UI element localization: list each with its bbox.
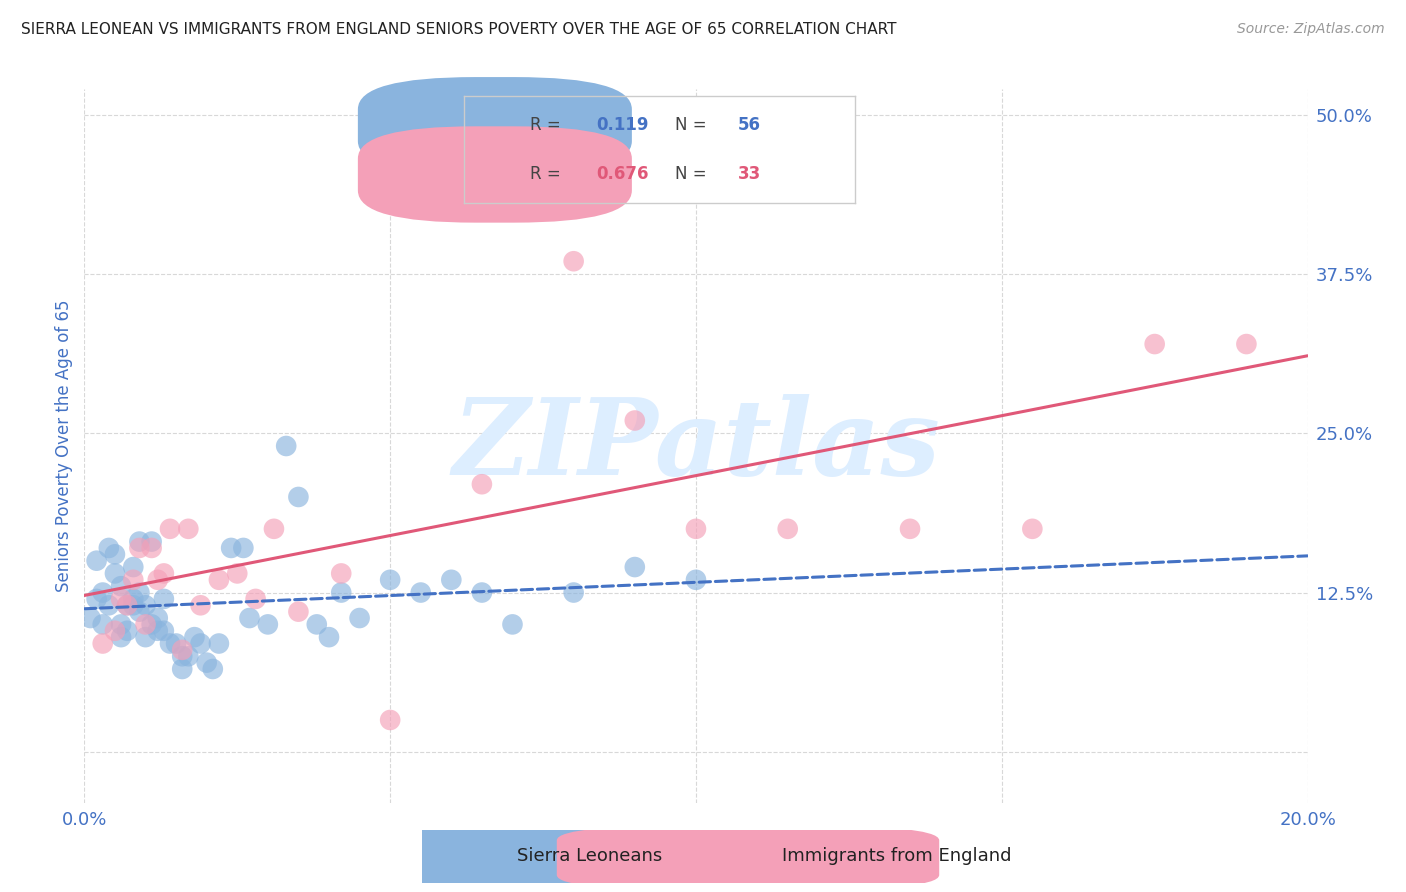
FancyBboxPatch shape	[292, 824, 675, 891]
Point	[349, 611, 371, 625]
Point	[276, 439, 298, 453]
Point	[776, 522, 799, 536]
Point	[330, 566, 353, 581]
Point	[1234, 337, 1257, 351]
Point	[135, 599, 157, 613]
Point	[562, 585, 585, 599]
Point	[380, 573, 402, 587]
Point	[263, 522, 285, 536]
Point	[91, 617, 114, 632]
Point	[86, 554, 108, 568]
Point	[110, 579, 132, 593]
Point	[172, 649, 194, 664]
Y-axis label: Seniors Poverty Over the Age of 65: Seniors Poverty Over the Age of 65	[55, 300, 73, 592]
Point	[330, 585, 353, 599]
Point	[135, 630, 157, 644]
Point	[141, 541, 163, 555]
Point	[1021, 522, 1043, 536]
Point	[471, 585, 494, 599]
Text: SIERRA LEONEAN VS IMMIGRANTS FROM ENGLAND SENIORS POVERTY OVER THE AGE OF 65 COR: SIERRA LEONEAN VS IMMIGRANTS FROM ENGLAN…	[21, 22, 897, 37]
Point	[232, 541, 254, 555]
Point	[122, 560, 145, 574]
Point	[146, 624, 169, 638]
Point	[97, 541, 120, 555]
Point	[110, 617, 132, 632]
Point	[128, 605, 150, 619]
Point	[226, 566, 249, 581]
Point	[624, 560, 647, 574]
Point	[172, 643, 194, 657]
Point	[685, 573, 707, 587]
Point	[122, 599, 145, 613]
Point	[115, 599, 138, 613]
Point	[318, 630, 340, 644]
Point	[110, 630, 132, 644]
Point	[287, 490, 309, 504]
Point	[153, 624, 176, 638]
Point	[110, 591, 132, 606]
Point	[128, 585, 150, 599]
Text: Source: ZipAtlas.com: Source: ZipAtlas.com	[1237, 22, 1385, 37]
Text: Immigrants from England: Immigrants from England	[782, 847, 1011, 865]
Point	[122, 591, 145, 606]
Point	[128, 534, 150, 549]
Point	[165, 636, 187, 650]
Point	[159, 522, 181, 536]
Point	[86, 591, 108, 606]
Point	[153, 566, 176, 581]
Point	[91, 585, 114, 599]
Point	[104, 547, 127, 561]
Point	[115, 624, 138, 638]
Point	[201, 662, 224, 676]
Point	[104, 566, 127, 581]
Point	[245, 591, 267, 606]
Point	[380, 713, 402, 727]
Point	[685, 522, 707, 536]
Point	[238, 611, 260, 625]
Point	[208, 573, 231, 587]
Point	[104, 624, 127, 638]
Point	[135, 617, 157, 632]
Point	[440, 573, 463, 587]
Point	[177, 522, 200, 536]
Point	[141, 534, 163, 549]
Point	[898, 522, 921, 536]
Point	[159, 636, 181, 650]
Point	[208, 636, 231, 650]
Point	[141, 617, 163, 632]
Point	[305, 617, 328, 632]
Point	[440, 197, 463, 211]
Point	[128, 541, 150, 555]
Point	[146, 573, 169, 587]
Point	[91, 636, 114, 650]
Point	[502, 617, 524, 632]
Point	[195, 656, 218, 670]
Point	[172, 662, 194, 676]
Point	[97, 599, 120, 613]
Point	[409, 585, 432, 599]
Point	[183, 630, 205, 644]
Point	[624, 413, 647, 427]
Point	[190, 636, 212, 650]
Point	[122, 573, 145, 587]
Text: Sierra Leoneans: Sierra Leoneans	[517, 847, 662, 865]
Point	[177, 649, 200, 664]
Text: ZIPatlas: ZIPatlas	[453, 394, 939, 498]
Point	[146, 611, 169, 625]
Point	[562, 254, 585, 268]
Point	[1143, 337, 1166, 351]
Point	[287, 605, 309, 619]
FancyBboxPatch shape	[557, 824, 939, 891]
Point	[115, 599, 138, 613]
Point	[79, 611, 101, 625]
Point	[190, 599, 212, 613]
Point	[153, 591, 176, 606]
Point	[257, 617, 280, 632]
Point	[219, 541, 242, 555]
Point	[471, 477, 494, 491]
